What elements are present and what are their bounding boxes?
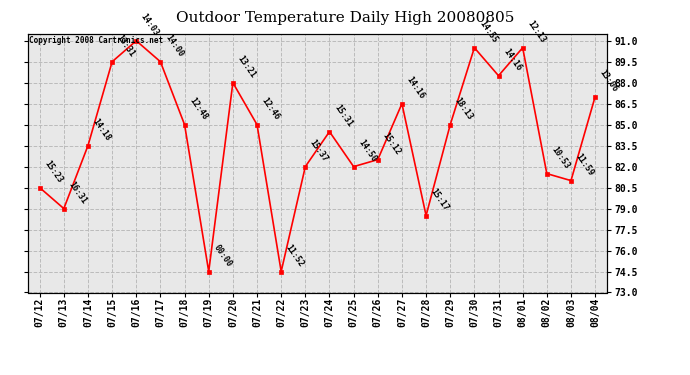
Text: 12:46: 12:46 xyxy=(260,96,282,122)
Text: Outdoor Temperature Daily High 20080805: Outdoor Temperature Daily High 20080805 xyxy=(176,11,514,25)
Text: 15:17: 15:17 xyxy=(429,187,451,213)
Text: 14:16: 14:16 xyxy=(405,75,426,101)
Text: 12:48: 12:48 xyxy=(188,96,209,122)
Text: 16:31: 16:31 xyxy=(67,180,88,206)
Text: 10:53: 10:53 xyxy=(550,145,571,171)
Text: 14:00: 14:00 xyxy=(164,33,185,59)
Text: 15:37: 15:37 xyxy=(308,138,330,164)
Text: 13:31: 13:31 xyxy=(115,33,137,59)
Text: 11:59: 11:59 xyxy=(574,152,595,178)
Text: 13:06: 13:06 xyxy=(598,68,620,94)
Text: 13:21: 13:21 xyxy=(236,54,257,80)
Text: 12:13: 12:13 xyxy=(526,20,547,45)
Text: 14:03: 14:03 xyxy=(139,12,161,38)
Text: Copyright 2008 Cartronics.net: Copyright 2008 Cartronics.net xyxy=(29,36,163,45)
Text: 15:12: 15:12 xyxy=(381,131,402,157)
Text: 15:23: 15:23 xyxy=(43,159,64,185)
Text: 14:55: 14:55 xyxy=(477,20,499,45)
Text: 14:16: 14:16 xyxy=(502,47,523,73)
Text: 00:00: 00:00 xyxy=(212,243,233,269)
Text: 14:18: 14:18 xyxy=(91,117,112,143)
Text: 15:31: 15:31 xyxy=(333,103,354,129)
Text: 18:13: 18:13 xyxy=(453,96,475,122)
Text: 11:52: 11:52 xyxy=(284,243,306,269)
Text: 14:50: 14:50 xyxy=(357,138,378,164)
